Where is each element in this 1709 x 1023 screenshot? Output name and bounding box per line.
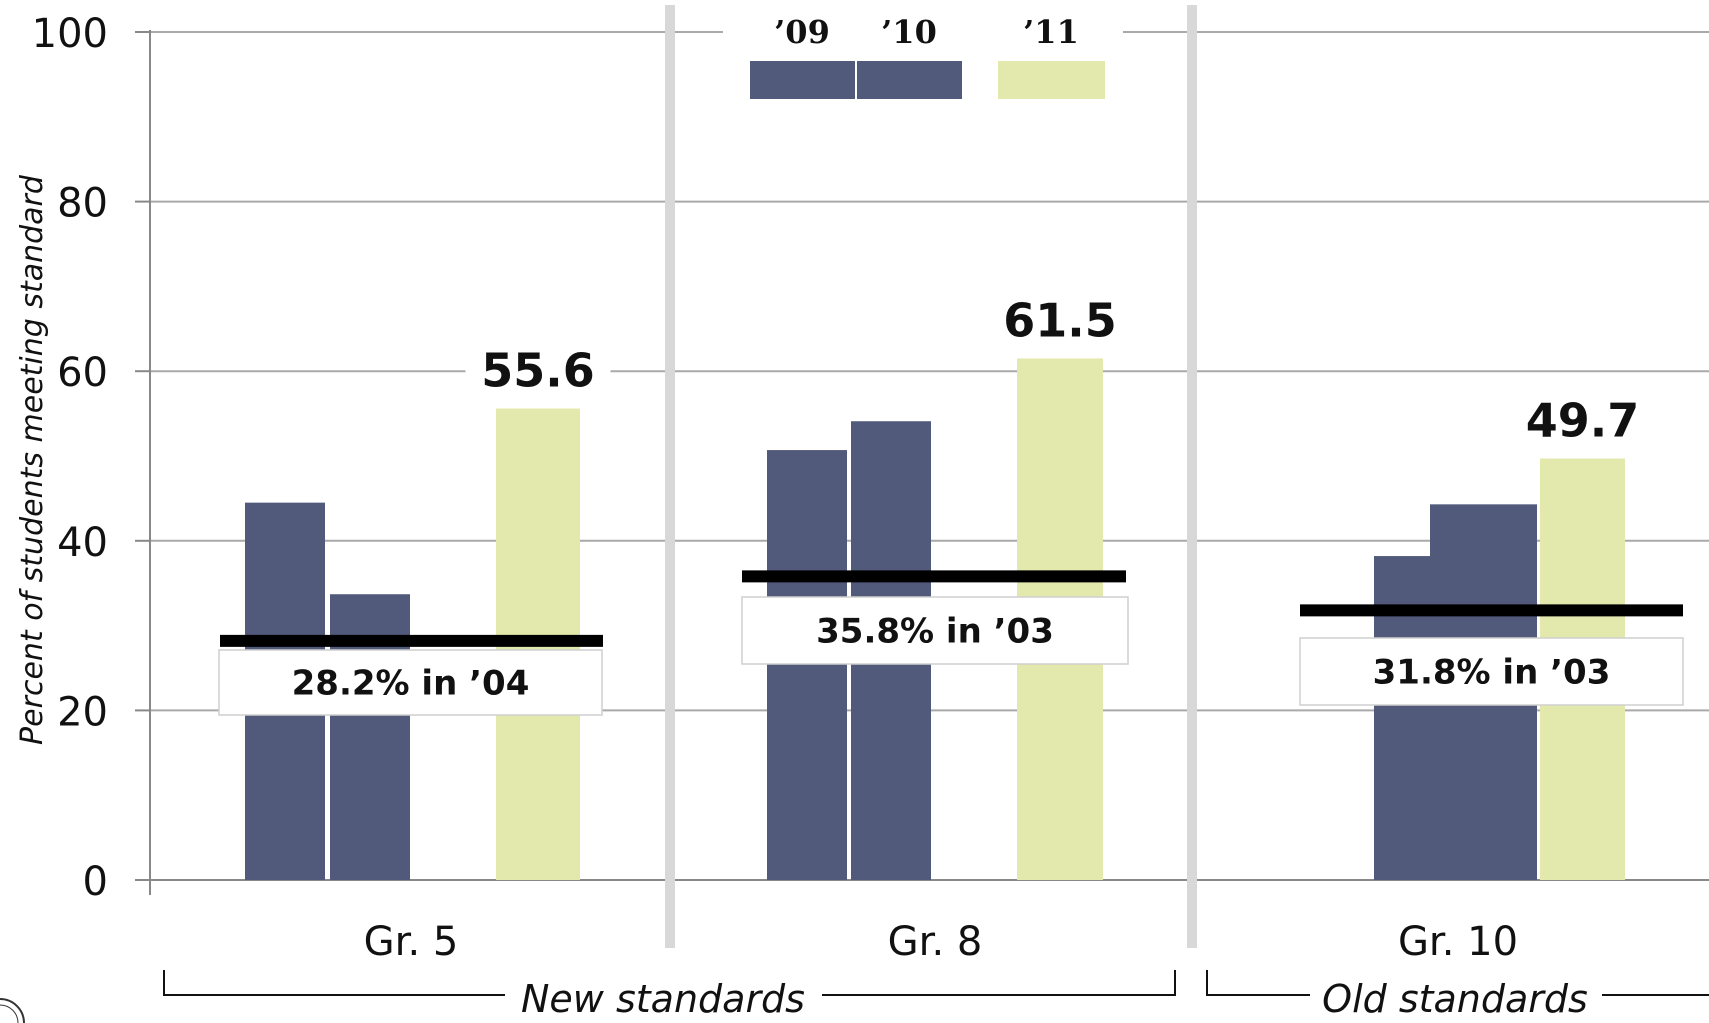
value-label: 49.7 — [1526, 394, 1640, 448]
bracket-old-left — [1207, 970, 1310, 995]
baseline-label: 35.8% in ’03 — [816, 612, 1054, 652]
y-axis-title: Percent of students meeting standard — [15, 174, 50, 745]
group-label-old: Old standards — [1322, 977, 1588, 1021]
seal-logo — [0, 999, 24, 1023]
bar — [767, 450, 847, 880]
baseline-label: 28.2% in ’04 — [292, 664, 530, 704]
value-label: 61.5 — [1003, 293, 1117, 347]
bracket-new-left — [164, 970, 505, 995]
legend: ’09 ’10 ’11 — [723, 10, 1123, 110]
seal-outer-ring — [0, 999, 24, 1023]
legend-label-09: ’09 — [774, 13, 830, 51]
y-tick-label: 80 — [57, 181, 108, 227]
group-bracket-old: Old standards — [1207, 970, 1709, 1021]
y-tick-label: 0 — [83, 859, 108, 905]
category-labels: Gr. 5 Gr. 8 Gr. 10 — [364, 919, 1518, 965]
legend-label-11: ’11 — [1023, 13, 1079, 51]
value-label: 55.6 — [481, 344, 595, 398]
category-label: Gr. 5 — [364, 919, 459, 965]
category-label: Gr. 8 — [888, 919, 983, 965]
baseline-label: 31.8% in ’03 — [1373, 653, 1611, 693]
group-label-new: New standards — [521, 977, 805, 1021]
y-tick-label: 20 — [57, 689, 108, 735]
legend-swatch-09 — [750, 61, 855, 99]
bracket-new-right — [822, 970, 1175, 995]
group-bracket-new: New standards — [164, 970, 1175, 1021]
y-tick-label: 60 — [57, 350, 108, 396]
y-tick-label: 40 — [57, 520, 108, 566]
legend-swatch-10 — [857, 61, 962, 99]
y-tick-label: 100 — [32, 11, 108, 57]
category-label: Gr. 10 — [1398, 919, 1518, 965]
seal-inner-ring — [0, 1005, 18, 1023]
legend-label-10: ’10 — [881, 13, 937, 51]
legend-swatch-11 — [998, 61, 1105, 99]
